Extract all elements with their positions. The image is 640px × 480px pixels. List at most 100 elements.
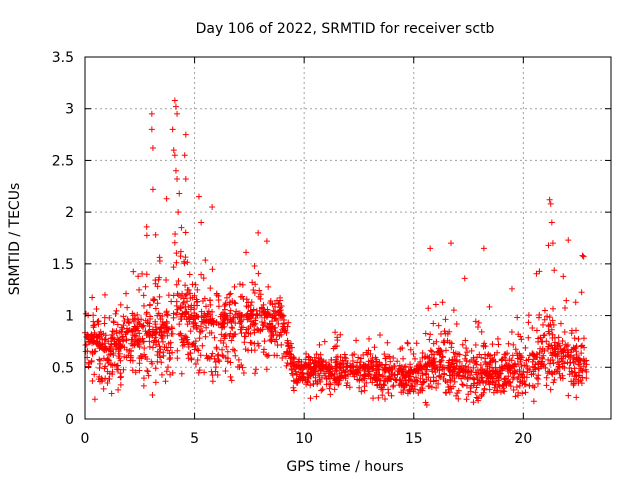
- data-point: [579, 252, 586, 259]
- data-point: [563, 343, 570, 350]
- data-point: [197, 323, 204, 330]
- data-point: [463, 357, 470, 364]
- data-point: [154, 300, 161, 307]
- data-point: [332, 368, 339, 375]
- data-point: [221, 335, 228, 342]
- data-point: [351, 351, 358, 358]
- data-point: [419, 387, 426, 394]
- data-point: [372, 376, 379, 383]
- data-point: [360, 351, 367, 358]
- data-point: [240, 295, 247, 302]
- data-point: [486, 386, 493, 393]
- data-point: [540, 332, 547, 339]
- data-point: [422, 399, 429, 406]
- data-point: [152, 305, 159, 312]
- data-point: [324, 365, 331, 372]
- data-point: [149, 145, 156, 152]
- data-point: [227, 330, 234, 337]
- data-point: [131, 332, 138, 339]
- data-point: [260, 321, 267, 328]
- data-point: [145, 372, 152, 379]
- data-point: [578, 350, 585, 357]
- data-point: [419, 372, 426, 379]
- data-point: [232, 331, 239, 338]
- data-point: [554, 343, 561, 350]
- data-point: [350, 370, 357, 377]
- data-point: [487, 378, 494, 385]
- data-point: [251, 340, 258, 347]
- data-point: [368, 365, 375, 372]
- data-point: [176, 331, 183, 338]
- data-point: [156, 312, 163, 319]
- data-point: [215, 351, 222, 358]
- data-point: [523, 374, 530, 381]
- data-point: [110, 319, 117, 326]
- data-point: [525, 319, 532, 326]
- data-point: [464, 368, 471, 375]
- data-point: [152, 231, 159, 238]
- data-point: [118, 324, 125, 331]
- data-point: [572, 344, 579, 351]
- y-tick-label: 3: [65, 102, 74, 118]
- data-point: [516, 367, 523, 374]
- data-point: [242, 346, 249, 353]
- data-point: [173, 309, 180, 316]
- data-point: [479, 365, 486, 372]
- data-point: [264, 353, 271, 360]
- data-point: [573, 352, 580, 359]
- data-point: [182, 282, 189, 289]
- data-point: [173, 281, 180, 288]
- data-point: [208, 353, 215, 360]
- data-point: [542, 364, 549, 371]
- data-point: [551, 350, 558, 357]
- data-point: [450, 349, 457, 356]
- data-point: [216, 358, 223, 365]
- data-point: [489, 341, 496, 348]
- data-point: [211, 355, 218, 362]
- data-point: [251, 370, 258, 377]
- data-point: [460, 364, 467, 371]
- data-point: [146, 323, 153, 330]
- data-point: [340, 374, 347, 381]
- data-point: [480, 379, 487, 386]
- data-point: [198, 219, 205, 226]
- grid-lines: [85, 57, 611, 419]
- data-point: [504, 366, 511, 373]
- data-point: [184, 259, 191, 266]
- data-point: [186, 271, 193, 278]
- data-point: [437, 330, 444, 337]
- data-point: [546, 314, 553, 321]
- data-point: [96, 340, 103, 347]
- data-point: [486, 303, 493, 310]
- data-point: [423, 376, 430, 383]
- data-point: [169, 349, 176, 356]
- data-point: [533, 327, 540, 334]
- data-point: [250, 286, 257, 293]
- data-point: [263, 366, 270, 373]
- data-point: [575, 380, 582, 387]
- data-point: [427, 377, 434, 384]
- data-point: [526, 367, 533, 374]
- data-point: [380, 373, 387, 380]
- data-point: [512, 393, 519, 400]
- data-point: [143, 332, 150, 339]
- data-point: [134, 319, 141, 326]
- data-point: [309, 370, 316, 377]
- data-point: [381, 377, 388, 384]
- data-point: [274, 352, 281, 359]
- data-point: [376, 366, 383, 373]
- data-point: [344, 379, 351, 386]
- data-point: [435, 380, 442, 387]
- data-point: [472, 369, 479, 376]
- data-point: [272, 328, 279, 335]
- data-point: [239, 364, 246, 371]
- data-point: [208, 329, 215, 336]
- data-point: [195, 347, 202, 354]
- data-point: [541, 316, 548, 323]
- data-point: [508, 285, 515, 292]
- data-point: [149, 186, 156, 193]
- data-point: [560, 273, 567, 280]
- data-point: [126, 348, 133, 355]
- data-point: [316, 363, 323, 370]
- data-point: [404, 390, 411, 397]
